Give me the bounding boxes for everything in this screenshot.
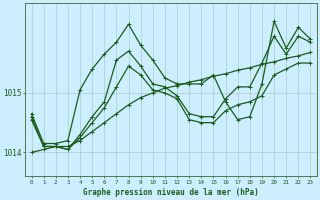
X-axis label: Graphe pression niveau de la mer (hPa): Graphe pression niveau de la mer (hPa) — [83, 188, 259, 197]
